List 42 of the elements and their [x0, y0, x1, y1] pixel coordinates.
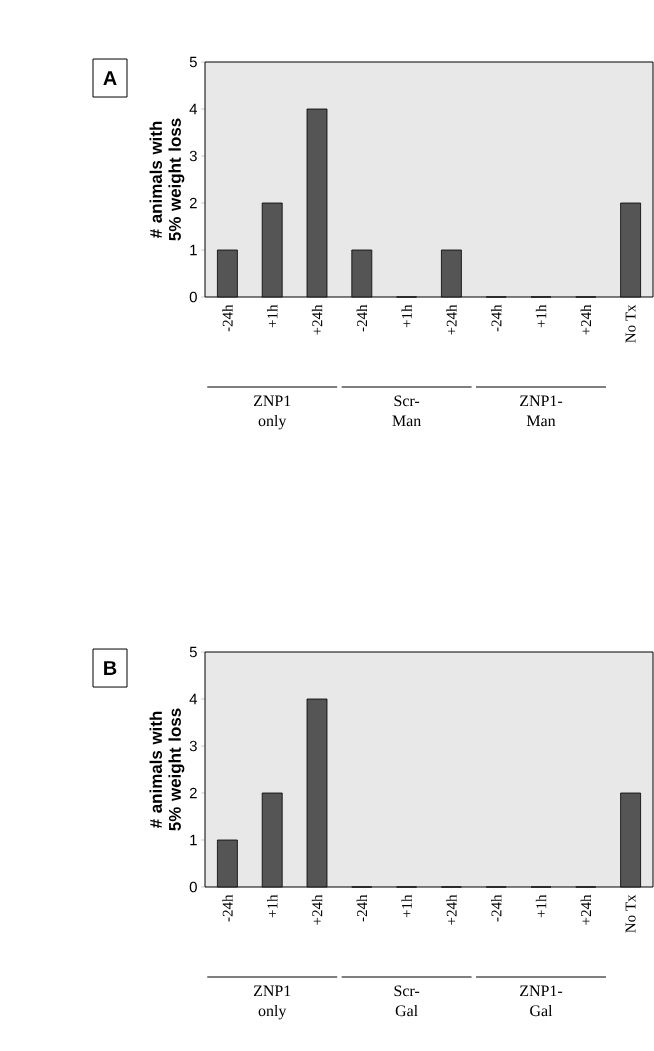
x-tick-label: No Tx: [625, 304, 636, 343]
text: ZNP1-Man: [520, 395, 563, 427]
y-axis-title: # animals with 5% weight loss: [149, 708, 185, 831]
x-tick-label: +1h: [401, 894, 412, 918]
x-tick-label: +1h: [535, 304, 547, 328]
x-tick-label: +24h: [580, 894, 591, 925]
y-tick-label: 1: [190, 834, 197, 846]
text: ZNP1 only: [253, 985, 291, 1020]
x-tick-label: -24h: [491, 304, 502, 332]
y-tick-label: 0: [189, 291, 197, 303]
x-tick-label: +1h: [401, 304, 412, 328]
y-tick-label: 5: [189, 646, 197, 658]
text: Scr-Man: [392, 395, 421, 427]
y-tick-label: 3: [189, 740, 197, 752]
y-tick-label: 3: [189, 150, 197, 162]
x-tick-label: -24h: [222, 894, 233, 922]
text: ZNP1-Gal: [520, 985, 563, 1017]
x-tick-label: -24h: [222, 304, 233, 332]
y-tick-label: 4: [189, 103, 198, 115]
y-axis-title: # animals with 5% weight loss: [149, 118, 185, 241]
x-tick-label: +24h: [580, 304, 591, 335]
chart-title: B: [104, 661, 117, 675]
y-tick-label: 4: [189, 693, 198, 705]
x-tick-label: No Tx: [625, 894, 636, 933]
x-tick-label: +24h: [446, 304, 457, 335]
x-tick-label: +24h: [446, 894, 457, 925]
x-tick-label: +1h: [535, 894, 547, 918]
text: Scr-Gal: [394, 985, 420, 1017]
y-tick-label: 1: [190, 244, 197, 256]
y-tick-label: 0: [189, 881, 197, 893]
x-tick-label: -24h: [356, 894, 367, 922]
x-tick-label: +24h: [311, 304, 323, 335]
text: ZNP1 only: [253, 395, 291, 430]
chart-title: A: [103, 71, 117, 85]
x-tick-label: +24h: [311, 894, 323, 925]
x-tick-label: +1h: [267, 304, 278, 328]
x-tick-label: -24h: [356, 304, 367, 332]
y-tick-label: 2: [189, 197, 197, 209]
y-tick-label: 2: [189, 787, 197, 799]
x-tick-label: -24h: [491, 894, 502, 922]
y-tick-label: 5: [189, 56, 197, 68]
x-tick-label: +1h: [267, 894, 278, 918]
